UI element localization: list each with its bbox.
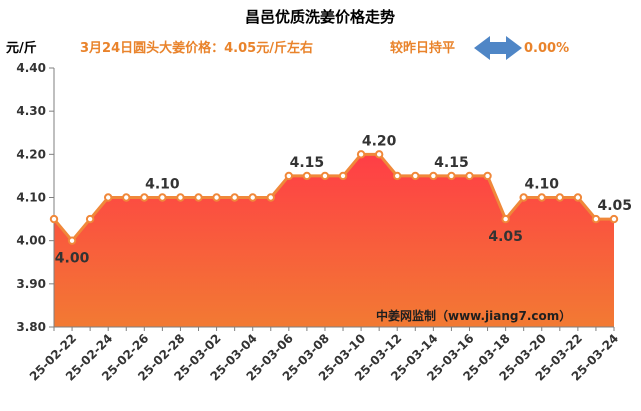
data-label: 4.05 xyxy=(488,229,523,245)
chart-title: 昌邑优质洗姜价格走势 xyxy=(245,8,395,26)
data-point xyxy=(248,193,257,202)
data-point xyxy=(338,171,348,181)
data-point xyxy=(320,171,330,181)
data-point xyxy=(266,193,275,202)
y-tick-label: 4.10 xyxy=(16,191,46,205)
data-point xyxy=(591,214,601,224)
data-label: 4.05 xyxy=(597,198,632,214)
data-point xyxy=(555,193,565,202)
data-point xyxy=(103,193,113,202)
data-point xyxy=(49,214,59,224)
data-point xyxy=(393,171,402,181)
plot-area: 3.803.904.004.104.204.304.4025-02-2225-0… xyxy=(16,61,632,384)
y-tick-label: 4.40 xyxy=(16,61,46,75)
y-tick-label: 4.00 xyxy=(16,234,46,248)
data-point xyxy=(411,171,420,181)
data-point xyxy=(176,193,185,202)
info-change: 较昨日持平 xyxy=(390,40,455,56)
y-tick-label: 4.30 xyxy=(16,104,46,118)
data-point xyxy=(212,193,221,202)
data-point xyxy=(537,193,546,202)
data-point xyxy=(374,150,384,159)
data-point xyxy=(356,150,366,159)
data-point xyxy=(609,214,619,224)
data-point xyxy=(573,193,583,202)
data-point xyxy=(140,193,149,202)
y-tick-label: 3.90 xyxy=(16,277,46,291)
data-point xyxy=(230,193,239,202)
data-label: 4.15 xyxy=(290,155,325,171)
data-point xyxy=(122,193,131,202)
source-label: 中姜网监制（www.jiang7.com） xyxy=(376,308,571,323)
data-point xyxy=(194,193,203,202)
data-point xyxy=(67,236,77,245)
data-point xyxy=(501,214,510,224)
data-label: 4.20 xyxy=(362,133,397,149)
data-point xyxy=(519,193,528,202)
data-point xyxy=(85,214,95,224)
data-point xyxy=(447,171,456,181)
y-tick-label: 4.20 xyxy=(16,147,46,161)
data-point xyxy=(158,193,167,202)
info-pct: 0.00% xyxy=(524,41,569,56)
y-unit-label: 元/斤 xyxy=(6,40,37,56)
data-point xyxy=(302,171,312,181)
data-label: 4.00 xyxy=(55,251,90,267)
data-label: 4.10 xyxy=(145,177,180,193)
double-arrow-icon xyxy=(474,36,522,60)
data-label: 4.15 xyxy=(434,155,469,171)
data-point xyxy=(429,171,438,181)
data-point xyxy=(483,171,492,181)
data-point xyxy=(284,171,294,181)
area-fill xyxy=(54,154,614,327)
data-point xyxy=(465,171,474,181)
data-label: 4.10 xyxy=(524,177,559,193)
y-tick-label: 3.80 xyxy=(16,320,46,334)
info-price: 3月24日圆头大姜价格：4.05元/斤左右 xyxy=(80,40,313,56)
